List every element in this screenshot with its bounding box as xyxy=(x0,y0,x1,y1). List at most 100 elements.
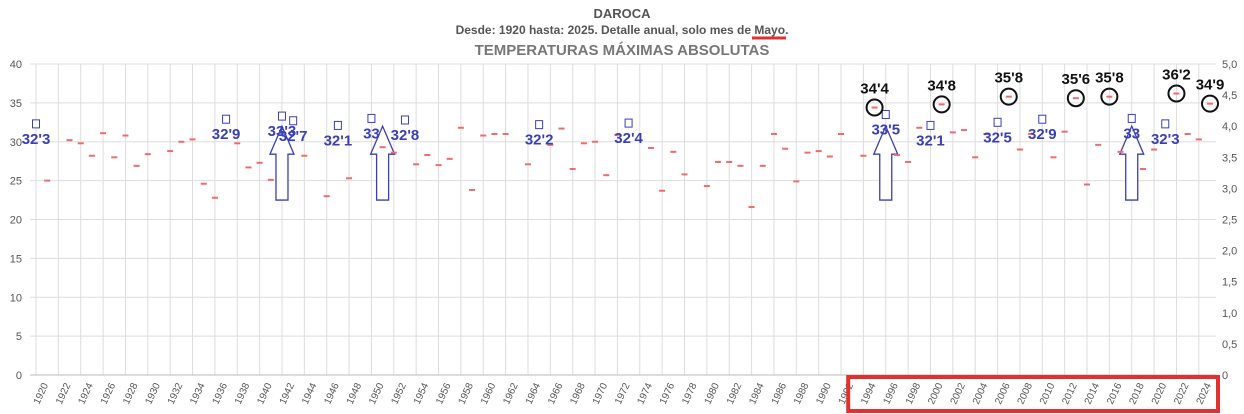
highlight-square xyxy=(277,111,286,121)
highlight-square xyxy=(926,120,935,130)
highlight-square xyxy=(1038,114,1047,124)
record-circle xyxy=(1167,84,1186,103)
black-value-label: 34'4 xyxy=(860,81,889,98)
black-value-label: 34'9 xyxy=(1196,77,1225,94)
arrow-layer xyxy=(268,124,1145,201)
black-value-label: 35'8 xyxy=(994,70,1023,87)
highlight-square xyxy=(1161,119,1170,129)
x-tick-label: 1932 xyxy=(166,381,186,406)
highlight-square xyxy=(1127,113,1136,123)
x-tick-label: 1960 xyxy=(479,381,499,406)
x-tick-label: 1986 xyxy=(770,381,790,406)
blue-value-label: 32'4 xyxy=(614,130,643,147)
y2-tick-label: 1,5 xyxy=(1222,277,1237,289)
x-tick-label: 2014 xyxy=(1083,381,1103,406)
x-tick-label: 1936 xyxy=(211,381,231,406)
x-tick-label: 2024 xyxy=(1195,381,1215,406)
x-tick-label: 1930 xyxy=(144,381,164,406)
y2-tick-label: 2,5 xyxy=(1222,215,1237,227)
x-tick-label: 1942 xyxy=(278,381,298,406)
y-tick-label: 5 xyxy=(16,331,22,343)
x-tick-label: 1998 xyxy=(904,381,924,406)
y2-tick-label: 3,5 xyxy=(1222,152,1237,164)
highlight-box xyxy=(846,375,1220,413)
subtitle-month: Mayo xyxy=(754,23,785,37)
record-circle xyxy=(1066,89,1085,108)
record-circle xyxy=(1201,94,1219,113)
x-tick-label: 1980 xyxy=(703,381,723,406)
blue-value-label: 33 xyxy=(1123,125,1140,142)
x-tick-label: 2002 xyxy=(949,381,969,406)
x-tick-label: 1948 xyxy=(345,381,365,406)
grid xyxy=(30,63,1216,376)
black-value-label: 35'6 xyxy=(1062,71,1091,88)
x-tick-label: 2016 xyxy=(1105,381,1125,406)
x-tick-label: 1952 xyxy=(390,381,410,406)
x-tick-label: 1990 xyxy=(814,381,834,406)
x-tick-label: 1982 xyxy=(725,381,745,406)
x-tick-label: 2000 xyxy=(926,381,946,406)
x-tick-label: 1944 xyxy=(300,381,320,406)
x-tick-label: 2020 xyxy=(1150,381,1170,406)
blue-value-label: 32'1 xyxy=(916,132,945,149)
x-tick-label: 1974 xyxy=(636,381,656,406)
chart-title: DAROCA xyxy=(593,6,651,21)
x-tick-label: 1920 xyxy=(32,381,52,406)
x-tick-label: 2004 xyxy=(971,381,991,406)
x-tick-label: 1940 xyxy=(255,381,275,406)
highlight-square xyxy=(32,119,40,129)
black-value-label: 36'2 xyxy=(1162,67,1191,84)
record-circle xyxy=(932,95,951,114)
x-tick-label: 1968 xyxy=(568,381,588,406)
blue-value-label: 33'5 xyxy=(871,122,900,139)
y2-tick-label: 4,5 xyxy=(1222,90,1237,102)
y-tick-label: 15 xyxy=(10,253,22,265)
x-tick-label: 1928 xyxy=(121,381,141,406)
record-circle xyxy=(1100,87,1119,106)
x-tick-label: 1970 xyxy=(591,381,611,406)
x-tick-label: 1926 xyxy=(99,381,119,406)
arrow-marker xyxy=(369,124,396,201)
y2-tick-label: 0 xyxy=(1222,370,1228,382)
x-tick-label: 1956 xyxy=(434,381,454,406)
highlight-square xyxy=(367,113,376,123)
blue-value-label: 32'1 xyxy=(324,132,353,149)
highlight-square xyxy=(333,120,342,130)
chart-heading: TEMPERATURAS MÁXIMAS ABSOLUTAS xyxy=(475,42,770,59)
blue-value-label: 33'3 xyxy=(268,123,297,140)
x-tick-label: 1972 xyxy=(613,381,633,406)
x-tick-label: 1984 xyxy=(747,381,767,406)
x-tick-label: 1950 xyxy=(367,381,387,406)
highlight-square xyxy=(535,120,544,130)
x-tick-label: 1934 xyxy=(188,381,208,406)
record-circle xyxy=(865,98,884,117)
blue-value-label: 32'3 xyxy=(1151,131,1180,148)
highlight-square xyxy=(881,110,890,120)
arrow-marker xyxy=(1118,124,1145,201)
y-tick-label: 35 xyxy=(10,98,22,110)
y-tick-label: 0 xyxy=(16,370,22,382)
y2-tick-label: 2,0 xyxy=(1222,246,1237,258)
y-tick-label: 20 xyxy=(10,215,22,227)
data-labels: 32'3 32'9 33'332'7 32'1 33 32'8 32'2 32'4 33'5 32… xyxy=(22,67,1225,150)
blue-value-label: 32'9 xyxy=(212,126,241,143)
highlight-square xyxy=(222,114,231,124)
x-tick-label: 2018 xyxy=(1127,381,1147,406)
y2-tick-label: 5,0 xyxy=(1222,59,1237,71)
blue-value-label: 33 xyxy=(363,125,380,142)
x-tick-label: 1988 xyxy=(792,381,812,406)
x-tick-label: 1962 xyxy=(501,381,521,406)
record-circle xyxy=(999,87,1018,106)
x-tick-label: 1954 xyxy=(412,381,432,406)
x-tick-label: 2012 xyxy=(1060,381,1080,406)
highlight-square xyxy=(400,115,409,125)
x-tick-label: 1976 xyxy=(658,381,678,406)
blue-value-label: 32'5 xyxy=(983,129,1012,146)
blue-value-label: 32'7 xyxy=(279,128,308,145)
x-tick-label: 1958 xyxy=(457,381,477,406)
x-tick-label: 1922 xyxy=(54,381,74,406)
blue-value-label: 32'2 xyxy=(525,132,554,149)
x-tick-label: 1994 xyxy=(859,381,879,406)
y-tick-label: 10 xyxy=(10,292,22,304)
